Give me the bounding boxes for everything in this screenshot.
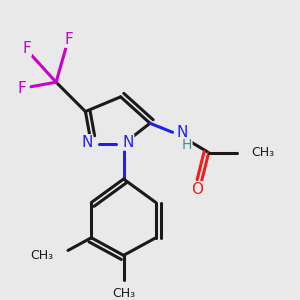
Text: CH₃: CH₃ [112,287,135,300]
Text: CH₃: CH₃ [251,146,274,159]
Text: N: N [122,135,134,150]
Text: N: N [81,135,93,150]
Text: CH₃: CH₃ [30,249,53,262]
Text: N: N [177,124,188,140]
Text: F: F [65,32,74,47]
Text: H: H [182,138,192,152]
Text: F: F [18,80,27,95]
Text: O: O [191,182,203,197]
Text: F: F [22,41,31,56]
